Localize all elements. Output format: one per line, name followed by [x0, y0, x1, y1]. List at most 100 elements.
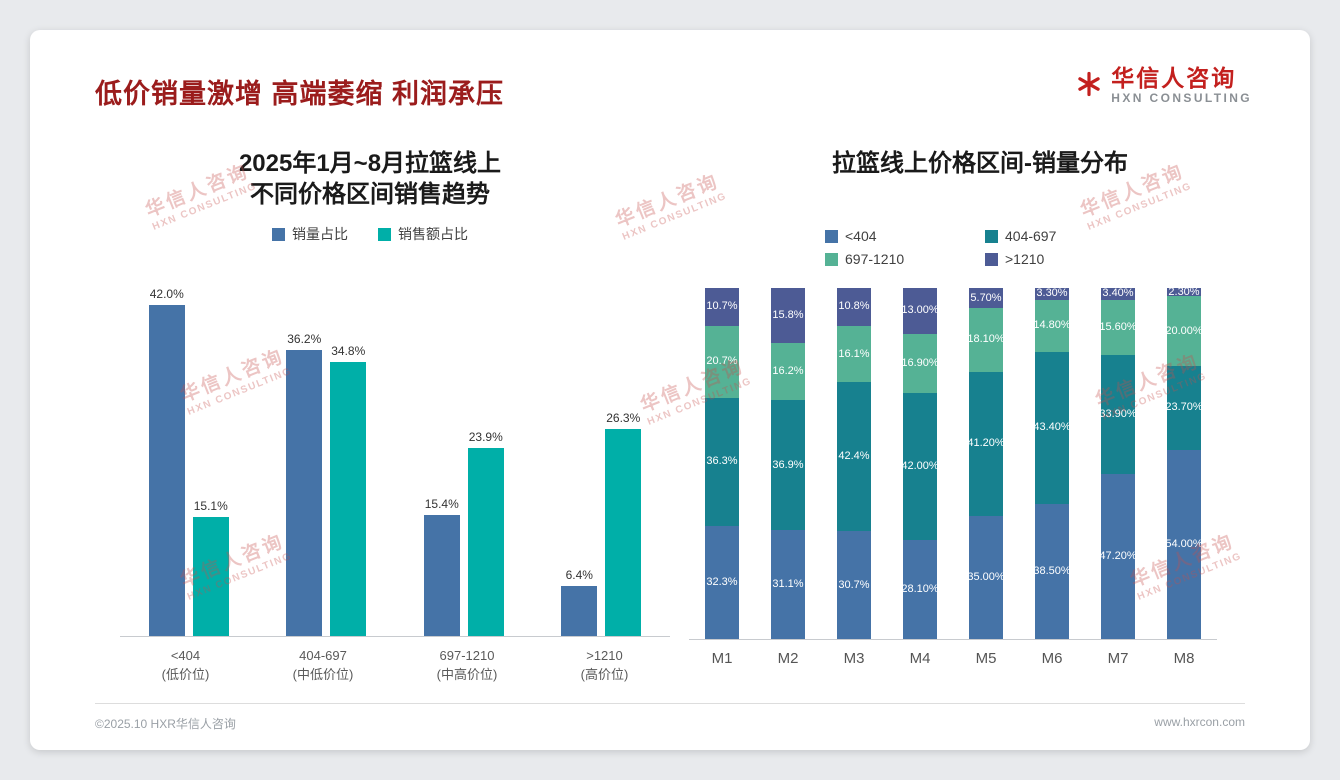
legend-label: <404: [845, 228, 877, 244]
x-axis-label: M5: [975, 650, 997, 667]
stacked-bar: 47.20% 33.90% 15.60% 3.40%: [1101, 288, 1135, 639]
x-axis-label: M7: [1107, 650, 1129, 667]
segment-<404: 28.10%: [903, 540, 937, 639]
segment-value-label: 13.00%: [903, 304, 937, 317]
legend-item: 销量占比: [272, 224, 348, 244]
stacked-bar: 32.3% 36.3% 20.7% 10.7%: [705, 287, 739, 639]
segment-697-1210: 16.2%: [771, 343, 805, 401]
segment-value-label: 54.00%: [1167, 537, 1201, 550]
segment-404-697: 33.90%: [1101, 354, 1135, 474]
legend-color-chip: [985, 252, 998, 266]
bar-value-label: 36.2%: [287, 332, 322, 347]
bar-group: 42.0% 15.1%: [148, 287, 229, 636]
segment-404-697: 36.9%: [771, 400, 805, 530]
legend-label: 销售额占比: [398, 226, 468, 242]
bar-销售额占比: 26.3%: [605, 411, 642, 636]
segment-value-label: 33.90%: [1101, 407, 1135, 420]
bar-value-label: 6.4%: [565, 567, 593, 582]
left-chart-x-axis: <404 (低价位) 404-697 (中低价位) 697-1210 (中高价位) >121…: [120, 637, 670, 684]
segment-<404: 38.50%: [1035, 503, 1069, 639]
segment-404-697: 36.3%: [705, 398, 739, 526]
x-axis-label-line: 697-1210: [439, 648, 495, 663]
legend-label: 404-697: [1005, 228, 1057, 244]
bar-销量占比: 42.0%: [148, 287, 185, 636]
stacked-bar-chart: 拉篮线上价格区间-销量分布 <404 404-697 697-1210 >1210 3…: [682, 148, 1278, 708]
x-axis-label-line: (中高价位): [436, 667, 498, 682]
segment->1210: 15.8%: [771, 287, 805, 344]
segment-404-697: 43.40%: [1035, 351, 1069, 504]
x-axis-label: >1210 (高价位): [581, 646, 629, 684]
logo-asterisk-flower-icon: [1076, 71, 1102, 102]
right-chart-legend: <404 404-697 697-1210 >1210: [825, 228, 1135, 267]
segment-value-label: 32.3%: [706, 575, 738, 588]
segment-404-697: 41.20%: [969, 371, 1003, 517]
stacked-bar: 31.1% 36.9% 16.2% 15.8%: [771, 287, 805, 639]
footer-copyright: ©2025.10 HXR华信人咨询: [95, 717, 236, 731]
segment-value-label: 5.70%: [970, 291, 1002, 304]
segment-value-label: 15.60%: [1101, 320, 1135, 333]
legend-color-chip: [825, 229, 838, 243]
x-axis-label: 404-697 (中低价位): [293, 646, 354, 684]
segment-value-label: 28.10%: [903, 583, 937, 596]
bar-销量占比: 15.4%: [423, 497, 460, 636]
x-axis-label: M3: [843, 650, 865, 667]
segment-697-1210: 16.1%: [837, 325, 871, 383]
segment->1210: 3.30%: [1035, 288, 1069, 300]
stacked-bar: 35.00% 41.20% 18.10% 5.70%: [969, 288, 1003, 639]
segment-value-label: 41.20%: [969, 437, 1003, 450]
legend-label: >1210: [1005, 251, 1045, 267]
bar-value-label: 26.3%: [606, 410, 641, 425]
segment-697-1210: 18.10%: [969, 308, 1003, 372]
segment-value-label: 31.1%: [772, 577, 804, 590]
segment-value-label: 36.9%: [772, 458, 804, 471]
bar-group: 6.4% 26.3%: [561, 411, 642, 636]
x-axis-label: 697-1210 (中高价位): [437, 646, 498, 684]
x-axis-label: M4: [909, 650, 931, 667]
bar-value-label: 42.0%: [149, 286, 184, 301]
logo-chinese-name: 华信人咨询: [1111, 65, 1237, 91]
bar-销售额占比: 23.9%: [467, 430, 504, 636]
legend-item: <404: [825, 228, 975, 244]
segment->1210: 10.7%: [705, 287, 739, 326]
segment-404-697: 42.4%: [837, 382, 871, 532]
legend-color-chip: [985, 229, 998, 243]
legend-item: >1210: [985, 251, 1135, 267]
segment-value-label: 10.7%: [706, 300, 738, 313]
segment-value-label: 35.00%: [969, 571, 1003, 584]
left-chart-plot-area: 42.0% 15.1% 36.2% 34.8% 15.4% 23.9% 6.4% 26.3%: [120, 282, 670, 637]
left-chart-title-line2: 不同价格区间销售趋势: [250, 181, 490, 208]
segment-404-697: 42.00%: [903, 393, 937, 541]
segment-697-1210: 20.00%: [1167, 296, 1201, 367]
segment-value-label: 14.80%: [1035, 319, 1069, 332]
grouped-bar-chart: 2025年1月~8月拉篮线上 不同价格区间销售趋势 销量占比 销售额占比 42.0…: [70, 148, 670, 684]
x-axis-label-line: >1210: [586, 648, 623, 663]
segment->1210: 3.40%: [1101, 288, 1135, 300]
stacked-bar: 28.10% 42.00% 16.90% 13.00%: [903, 288, 937, 639]
stacked-bar: 38.50% 43.40% 14.80% 3.30%: [1035, 288, 1069, 639]
segment-value-label: 18.10%: [969, 333, 1003, 346]
left-chart-title: 2025年1月~8月拉篮线上 不同价格区间销售趋势: [70, 148, 670, 210]
segment-value-label: 2.30%: [1168, 288, 1200, 297]
segment-value-label: 42.00%: [903, 460, 937, 473]
x-axis-label-line: 404-697: [299, 648, 347, 663]
bar-group: 15.4% 23.9%: [423, 430, 504, 636]
stacked-bar: 54.00% 23.70% 20.00% 2.30%: [1167, 288, 1201, 639]
stacked-bar: 30.7% 42.4% 16.1% 10.8%: [837, 288, 871, 639]
company-logo: 华信人咨询 HXN CONSULTING: [1076, 66, 1252, 106]
segment-value-label: 15.8%: [772, 309, 804, 322]
segment-<404: 54.00%: [1167, 449, 1201, 639]
right-chart-title: 拉篮线上价格区间-销量分布: [832, 150, 1128, 177]
footer-website: www.hxrcon.com: [1154, 715, 1245, 729]
segment-value-label: 36.3%: [706, 455, 738, 468]
bar-销量占比: 6.4%: [561, 568, 598, 636]
slide-footer: ©2025.10 HXR华信人咨询 www.hxrcon.com: [95, 703, 1245, 732]
slide-card: 华信人咨询 HXN CONSULTING 华信人咨询 HXN CONSULTING 华信…: [30, 30, 1310, 750]
legend-color-chip: [825, 252, 838, 266]
x-axis-label: M8: [1173, 650, 1195, 667]
segment-<404: 32.3%: [705, 525, 739, 639]
left-chart-title-line1: 2025年1月~8月拉篮线上: [238, 150, 502, 177]
bar-value-label: 15.1%: [193, 498, 228, 513]
segment->1210: 5.70%: [969, 288, 1003, 309]
logo-english-name: HXN CONSULTING: [1111, 91, 1252, 105]
segment-value-label: 43.40%: [1035, 421, 1069, 434]
